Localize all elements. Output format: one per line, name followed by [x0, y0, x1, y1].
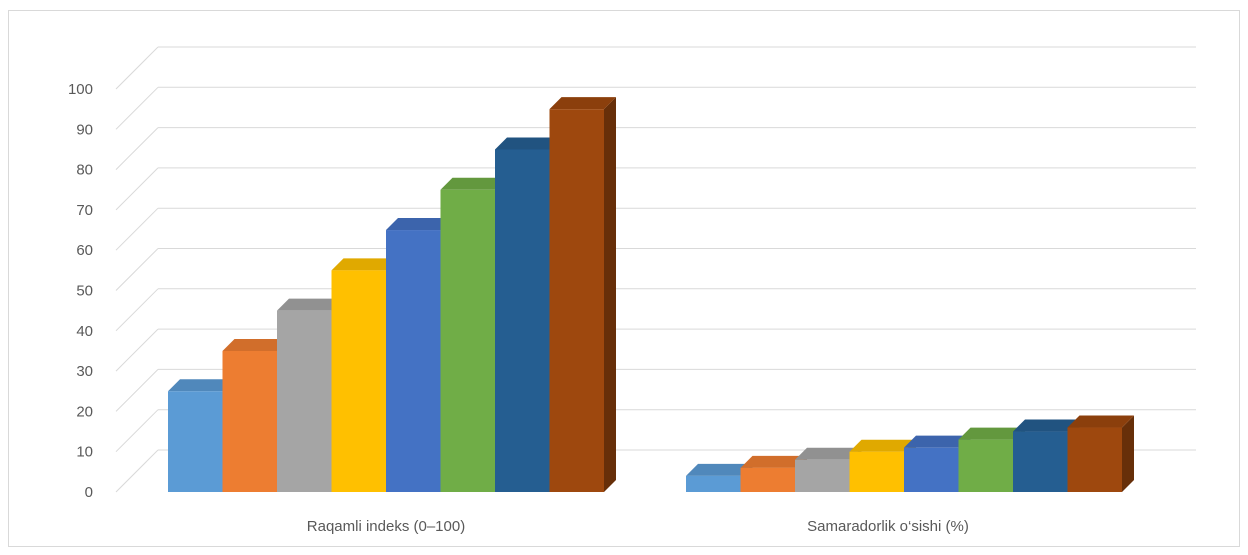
- bar-front: [495, 149, 550, 492]
- bar-front: [1013, 431, 1068, 492]
- y-tick-label: 10: [76, 444, 93, 461]
- gridline-diagonal: [115, 127, 159, 170]
- bar-front: [222, 350, 277, 492]
- bar-front: [386, 230, 441, 493]
- y-axis-ticks: 0 10 20 30 40 50 60 70 80 90 100: [68, 81, 93, 501]
- bars: [168, 97, 1134, 493]
- x-axis-categories: Raqamli indeks (0–100) Samaradorlik o‘sis…: [307, 518, 969, 535]
- bar-top: [904, 435, 971, 448]
- y-tick-label: 20: [76, 403, 93, 420]
- bar-top: [795, 447, 862, 460]
- bar-side: [604, 97, 616, 493]
- y-tick-label: 100: [68, 81, 93, 98]
- bar-front: [440, 189, 495, 492]
- bar-top: [1067, 415, 1134, 428]
- bar-top: [686, 463, 753, 476]
- gridline-diagonal: [115, 449, 159, 493]
- gridline-diagonal: [115, 86, 159, 130]
- bar: [1067, 415, 1134, 492]
- gridline-diagonal: [115, 207, 159, 251]
- bar-top: [740, 455, 807, 468]
- bar-top: [958, 427, 1025, 440]
- bar-front: [740, 467, 795, 492]
- bar: [549, 97, 616, 493]
- gridline-diagonal: [115, 409, 159, 453]
- bar-front: [277, 310, 332, 492]
- gridline-diagonal: [115, 288, 159, 332]
- y-tick-label: 40: [76, 323, 93, 340]
- bar-front: [1067, 427, 1122, 492]
- bar-top: [168, 379, 235, 392]
- y-tick-label: 50: [76, 283, 93, 300]
- bar-side: [1122, 415, 1134, 492]
- y-tick-label: 60: [76, 242, 93, 259]
- y-tick-label: 90: [76, 121, 93, 138]
- y-tick-label: 30: [76, 363, 93, 380]
- x-category-label: Samaradorlik o‘sishi (%): [807, 518, 969, 535]
- bar-front: [331, 270, 386, 492]
- bar-front: [686, 475, 741, 492]
- gridline-diagonal: [115, 328, 159, 372]
- bar-top: [440, 177, 507, 190]
- y-tick-label: 80: [76, 162, 93, 179]
- bar-top: [331, 258, 398, 271]
- bar-top: [277, 298, 344, 311]
- bar-top: [386, 218, 453, 231]
- bar-front: [958, 439, 1013, 492]
- bar-front: [795, 459, 850, 492]
- bar-top: [549, 97, 616, 110]
- bar-front: [549, 109, 604, 493]
- y-tick-label: 0: [85, 484, 93, 501]
- gridline-diagonal: [115, 46, 159, 90]
- bar-top: [849, 439, 916, 452]
- y-tick-label: 70: [76, 202, 93, 219]
- gridline-diagonal: [115, 369, 159, 412]
- x-category-label: Raqamli indeks (0–100): [307, 518, 465, 535]
- bar-front: [904, 447, 959, 492]
- bar-top: [495, 137, 562, 150]
- bar-top: [1013, 419, 1080, 432]
- bar-top: [222, 338, 289, 351]
- bar-front: [168, 391, 223, 492]
- gridline-diagonal: [115, 167, 159, 211]
- bar-front: [849, 451, 904, 492]
- gridline-diagonal: [115, 248, 159, 291]
